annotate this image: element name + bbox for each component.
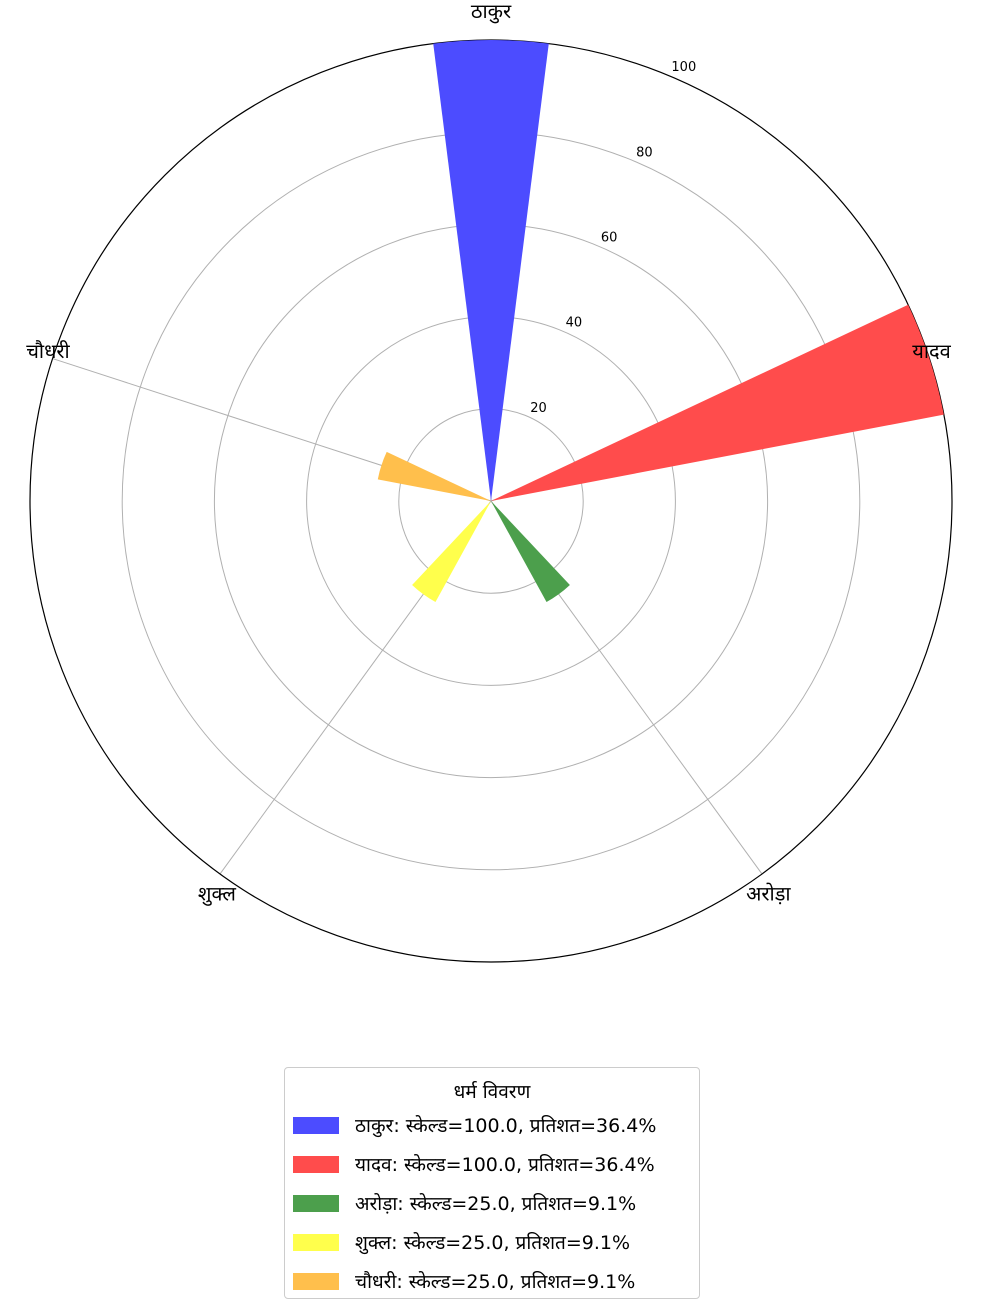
tick-label-80: 80 [636, 145, 653, 160]
tick-label-40: 40 [566, 316, 583, 331]
legend-item-chaudhary: चौधरी: स्केल्ड=25.0, प्रतिशत=9.1% [293, 1266, 635, 1296]
legend-label-arora: अरोड़ा: स्केल्ड=25.0, प्रतिशत=9.1% [355, 1193, 637, 1215]
legend-swatch-thakur [293, 1116, 339, 1134]
legend-item-yadav: यादव: स्केल्ड=100.0, प्रतिशत=36.4% [293, 1149, 655, 1179]
tick-label-100: 100 [671, 60, 696, 75]
legend-swatch-yadav [293, 1155, 339, 1173]
legend-item-arora: अरोड़ा: स्केल्ड=25.0, प्रतिशत=9.1% [293, 1188, 636, 1218]
legend-item-shukla: शुक्ल: स्केल्ड=25.0, प्रतिशत=9.1% [293, 1227, 630, 1257]
category-label-arora: अरोड़ा [746, 881, 791, 905]
legend-item-thakur: ठाकुर: स्केल्ड=100.0, प्रतिशत=36.4% [293, 1110, 656, 1140]
category-label-shukla: शुक्ल [198, 881, 236, 906]
legend-label-yadav: यादव: स्केल्ड=100.0, प्रतिशत=36.4% [355, 1154, 655, 1176]
bar-thakur [433, 40, 549, 502]
bar-yadav [491, 304, 944, 501]
bar-shukla [412, 501, 491, 602]
legend-swatch-shukla [293, 1233, 339, 1251]
legend-label-shukla: शुक्ल: स्केल्ड=25.0, प्रतिशत=9.1% [355, 1232, 631, 1254]
tick-label-20: 20 [530, 401, 547, 416]
category-label-yadav: यादव [912, 339, 951, 363]
legend-swatch-arora [293, 1194, 339, 1212]
bar-arora [491, 501, 570, 602]
legend-swatch-chaudhary [293, 1272, 339, 1290]
bar-chaudhary [377, 451, 491, 501]
legend: धर्म विवरण ठाकुर: स्केल्ड=100.0, प्रतिशत… [284, 1067, 700, 1299]
legend-label-chaudhary: चौधरी: स्केल्ड=25.0, प्रतिशत=9.1% [355, 1271, 636, 1293]
polar-bars [377, 40, 944, 602]
category-label-chaudhary: चौधरी [26, 339, 70, 363]
radial-tick-labels: 20 40 60 80 100 [530, 60, 696, 416]
category-labels: ठाकुर यादव अरोड़ा शुक्ल चौधरी [26, 0, 951, 906]
tick-label-60: 60 [601, 230, 618, 245]
polar-chart: 20 40 60 80 100 ठाकुर यादव अरोड़ा शुक्ल चौधरी [26, 0, 953, 963]
legend-label-thakur: ठाकुर: स्केल्ड=100.0, प्रतिशत=36.4% [355, 1115, 657, 1137]
outer-ring [29, 39, 953, 963]
category-label-thakur: ठाकुर [471, 0, 512, 24]
legend-title: धर्म विवरण [453, 1081, 531, 1103]
